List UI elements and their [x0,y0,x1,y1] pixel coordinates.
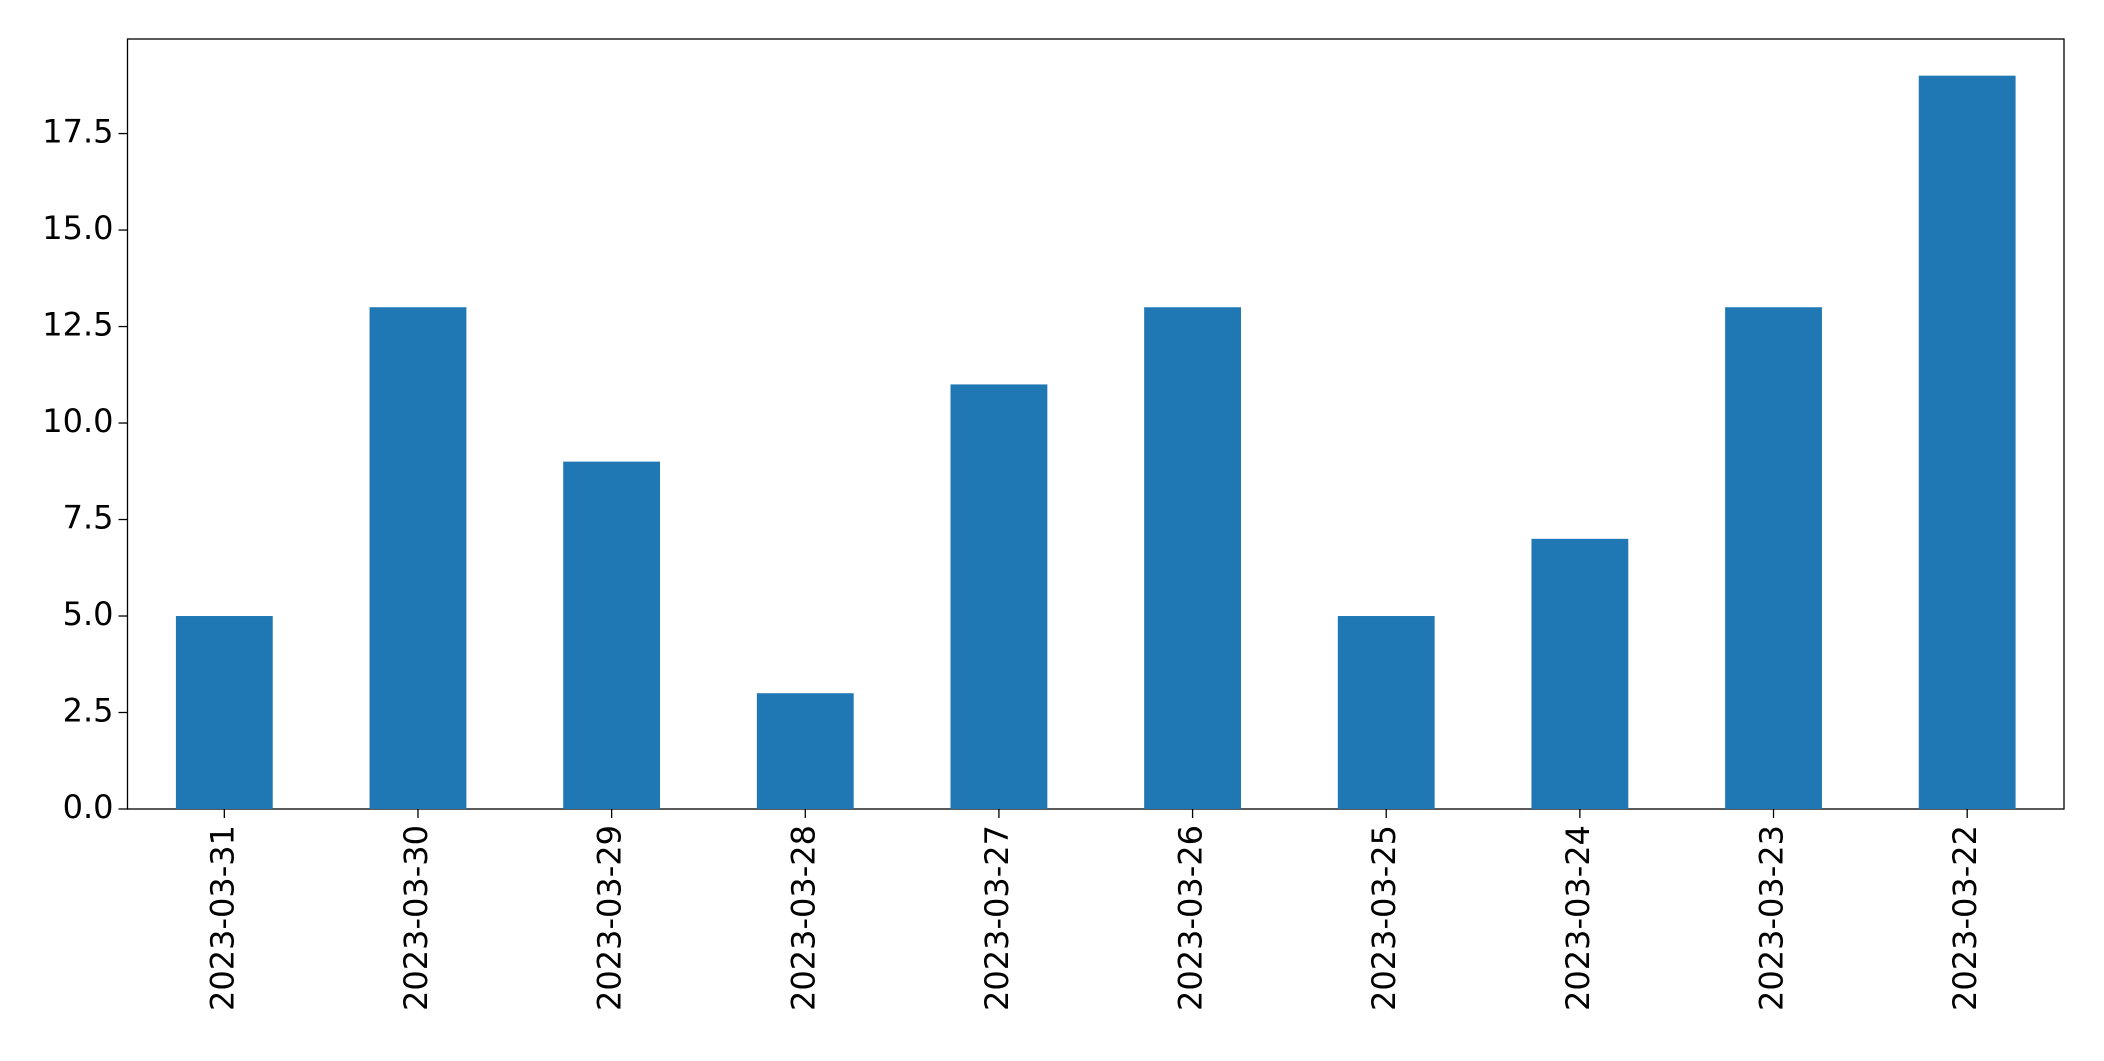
bar [1337,616,1435,809]
y-tick-label: 10.0 [42,402,113,440]
x-tick-label: 2023-03-26 [1172,825,1210,1011]
x-tick-label: 2023-03-23 [1753,825,1791,1011]
bar [756,693,854,809]
y-tick-label: 17.5 [42,113,113,151]
x-tick-label: 2023-03-31 [203,825,241,1011]
plot-frame [126,38,2065,810]
y-tick-label: 7.5 [63,499,114,537]
bar [1725,307,1822,809]
x-tick-label: 2023-03-30 [397,825,435,1011]
y-tick-label: 5.0 [63,595,114,633]
y-tick-label: 12.5 [42,306,113,344]
x-tick-label: 2023-03-24 [1559,825,1597,1011]
y-tick-label: 2.5 [63,692,114,730]
x-tick-label: 2023-03-22 [1946,825,1984,1011]
bar [1531,538,1629,809]
bar [1144,307,1241,809]
bar [950,384,1048,809]
y-tick-label: 15.0 [42,209,113,247]
x-tick-label: 2023-03-28 [784,825,822,1011]
bar [369,307,467,809]
y-tick-label: 0.0 [63,788,114,826]
bar [563,461,661,809]
x-tick-label: 2023-03-27 [978,825,1016,1011]
x-tick-label: 2023-03-25 [1365,825,1403,1011]
bar [175,616,273,809]
bar [1918,75,2016,809]
x-tick-label: 2023-03-29 [591,825,629,1011]
